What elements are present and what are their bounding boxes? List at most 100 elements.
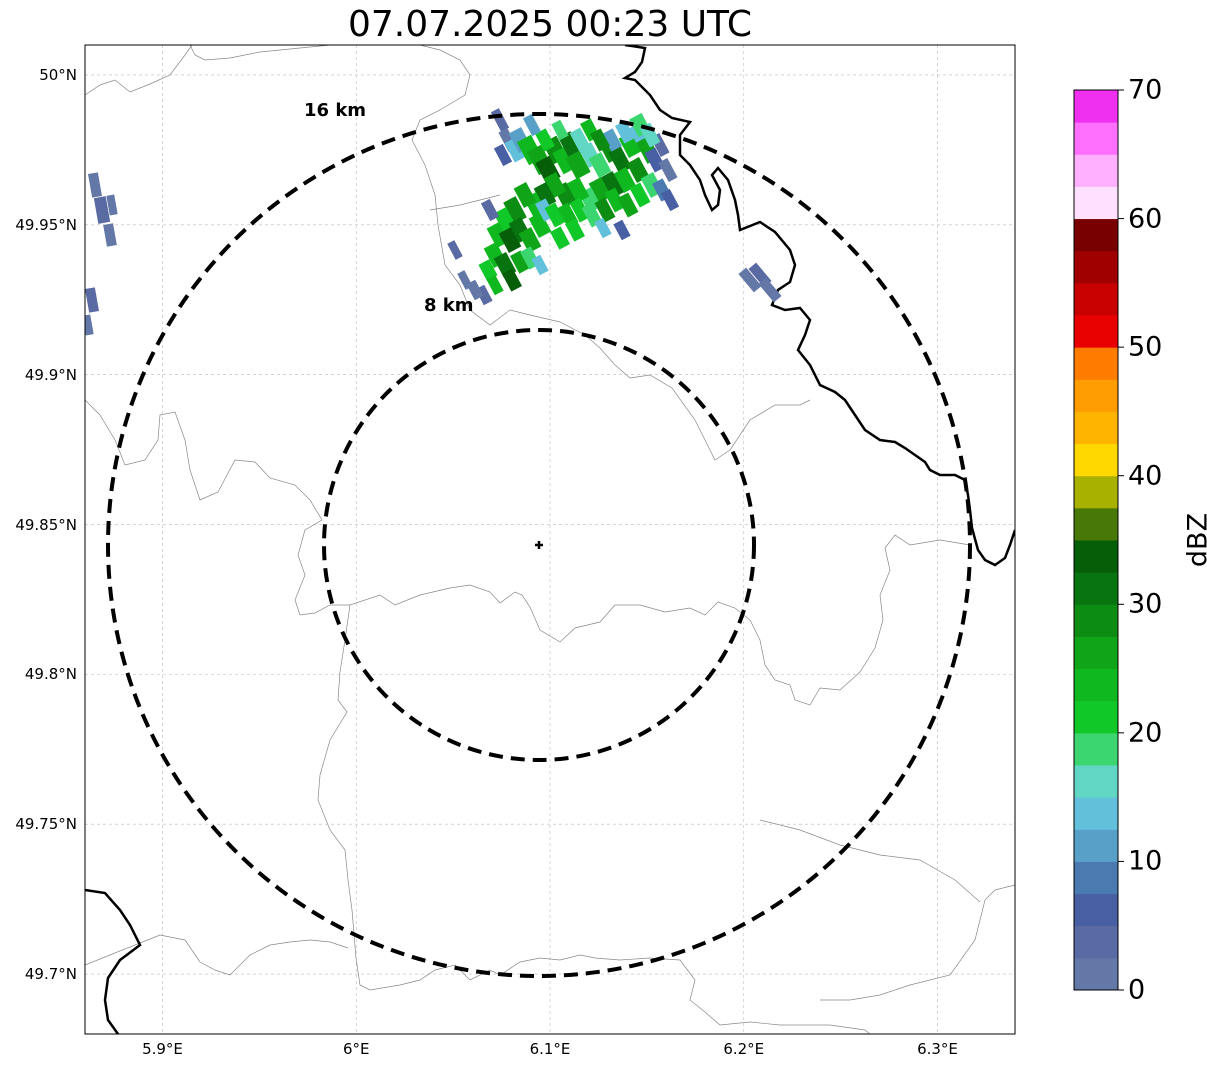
echo-bin: [588, 152, 612, 178]
admin-borders: [85, 45, 1015, 1034]
echo-bin: [522, 113, 542, 137]
colorbar-tick-label: 50: [1128, 331, 1163, 363]
lat-tick-label: 49.7°N: [24, 965, 77, 984]
echo-bin: [569, 197, 591, 223]
colorbar-label: dBZ: [1182, 512, 1207, 568]
echo-bin: [106, 194, 118, 216]
echo-bin: [629, 182, 651, 208]
ring-label-16km: 16 km: [304, 100, 367, 121]
echo-bin: [608, 146, 632, 174]
echo-bin: [490, 108, 510, 132]
echo-bin: [493, 143, 513, 167]
echo-bin: [478, 259, 498, 281]
colorbar-tick-label: 20: [1128, 717, 1163, 749]
colorbar-segment: [1074, 347, 1118, 380]
range-ring-16km: [106, 112, 972, 978]
lon-tick-label: 5.9°E: [142, 1040, 183, 1058]
colorbar-segment: [1074, 861, 1118, 895]
lon-tick-label: 6.2°E: [723, 1040, 765, 1058]
echo-bin: [504, 137, 526, 163]
colorbar-segment: [1074, 379, 1118, 412]
echo-bin: [594, 197, 616, 223]
echo-bin: [510, 250, 530, 274]
colorbar-segment: [1074, 668, 1118, 702]
ring-label-8km: 8 km: [424, 295, 474, 316]
colorbar-tick-label: 70: [1128, 74, 1163, 106]
echo-bin: [486, 274, 504, 296]
colorbar-segment: [1074, 122, 1118, 155]
colorbar-segment: [1074, 90, 1118, 123]
echo-bin: [103, 223, 117, 247]
echo-bin: [528, 212, 552, 238]
lat-tick-label: 49.85°N: [15, 515, 77, 534]
range-rings: [106, 112, 972, 978]
echo-bin: [738, 267, 762, 293]
lon-tick-label: 6°E: [342, 1040, 370, 1058]
colorbar-segment: [1074, 218, 1118, 252]
echo-bin: [613, 219, 631, 241]
echo-bin: [566, 177, 590, 203]
colorbar-frame: [1073, 89, 1119, 991]
map-title: 07.07.2025 00:23 UTC: [347, 4, 753, 45]
echo-bin: [551, 119, 569, 141]
echo-bin: [543, 172, 567, 198]
echo-bin: [498, 227, 522, 253]
echo-bin: [93, 196, 111, 224]
colorbar-segment: [1074, 732, 1118, 766]
echo-bin: [503, 196, 527, 224]
echo-bin: [85, 287, 100, 313]
echo-bin: [613, 167, 637, 193]
echo-bin: [513, 182, 537, 208]
radar-site-marker: [535, 541, 543, 549]
echo-bin: [531, 254, 549, 276]
colorbar-tick-label: 10: [1128, 845, 1163, 877]
echo-bin: [533, 182, 557, 208]
colorbar-segment: [1074, 636, 1118, 670]
echo-bin: [658, 157, 678, 183]
echo-bin: [535, 128, 555, 152]
echo-bin: [558, 131, 582, 159]
lat-tick-label: 50°N: [39, 65, 77, 84]
echo-bin: [602, 128, 622, 152]
colorbar-segment: [1074, 315, 1118, 348]
lat-tick-label: 49.9°N: [24, 365, 77, 384]
colorbar-segment: [1074, 154, 1118, 187]
colorbar-tick-label: 60: [1128, 203, 1163, 235]
colorbar-segment: [1074, 411, 1118, 445]
colorbar-segment: [1074, 507, 1118, 541]
echo-bin: [644, 147, 666, 173]
colorbar-segment: [1074, 282, 1118, 316]
echo-bin: [447, 240, 463, 260]
range-ring-8km: [322, 328, 756, 762]
echo-bin: [457, 270, 473, 290]
colorbar: [1073, 89, 1124, 991]
colorbar-segment: [1074, 925, 1118, 959]
echo-bin: [604, 187, 626, 213]
colorbar-segment: [1074, 475, 1118, 509]
colorbar-segment: [1074, 443, 1118, 477]
echo-bin: [615, 120, 635, 144]
lat-tick-label: 49.95°N: [15, 215, 77, 234]
echo-bin: [518, 227, 542, 253]
echo-bin: [565, 150, 591, 180]
echo-bin: [590, 128, 610, 152]
colorbar-segment: [1074, 893, 1118, 927]
colorbar-segment: [1074, 604, 1118, 637]
echo-bin: [600, 171, 624, 199]
colorbar-segment: [1074, 700, 1118, 734]
colorbar-segment: [1074, 829, 1118, 862]
colorbar-tick-label: 30: [1128, 588, 1163, 620]
colorbar-segment: [1074, 572, 1118, 605]
colorbar-tick-label: 40: [1128, 460, 1163, 492]
echo-bin: [502, 268, 522, 292]
echo-bin: [588, 177, 612, 203]
echo-bin: [544, 202, 566, 228]
radar-echoes: [85, 108, 782, 336]
lon-tick-label: 6.1°E: [529, 1040, 571, 1058]
echo-bin: [626, 157, 650, 183]
echo-bin: [617, 192, 639, 218]
echo-bin: [569, 127, 591, 153]
echo-bin: [660, 188, 680, 212]
echo-bin: [594, 217, 612, 239]
